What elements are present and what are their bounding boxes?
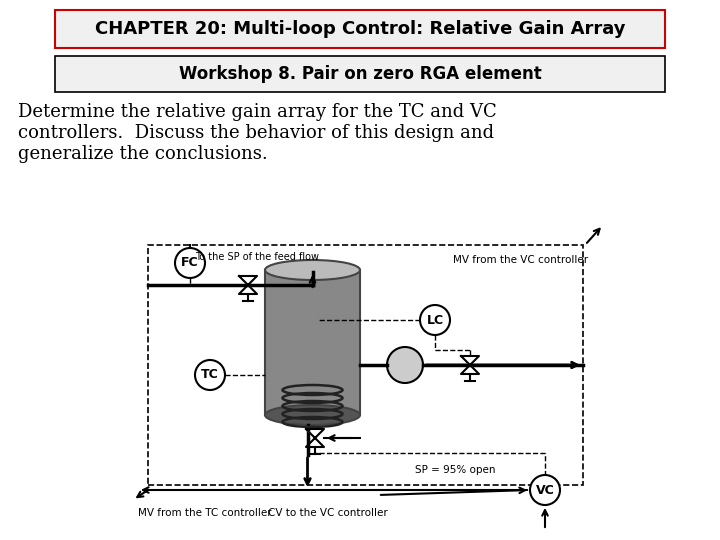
Text: Determine the relative gain array for the TC and VC
controllers.  Discuss the be: Determine the relative gain array for th…	[18, 103, 497, 163]
Bar	[148, 245, 583, 485]
Text: SP = 95% open: SP = 95% open	[415, 465, 495, 475]
Text: MV from the VC controller: MV from the VC controller	[453, 255, 588, 265]
Text: CHAPTER 20: Multi-loop Control: Relative Gain Array: CHAPTER 20: Multi-loop Control: Relative…	[95, 20, 625, 38]
Text: TC: TC	[201, 368, 219, 381]
Circle shape	[175, 248, 205, 278]
Circle shape	[387, 347, 423, 383]
Bar	[55, 56, 665, 92]
Text: VC: VC	[536, 483, 554, 496]
Polygon shape	[239, 276, 257, 294]
Polygon shape	[306, 429, 324, 447]
Ellipse shape	[265, 405, 360, 425]
Bar	[265, 270, 360, 415]
Bar	[55, 10, 665, 48]
Text: LC: LC	[426, 314, 444, 327]
Text: Workshop 8. Pair on zero RGA element: Workshop 8. Pair on zero RGA element	[179, 65, 541, 83]
Text: CV to the VC controller: CV to the VC controller	[268, 508, 388, 518]
Circle shape	[420, 305, 450, 335]
Text: MV from the TC controller: MV from the TC controller	[138, 508, 271, 518]
Circle shape	[195, 360, 225, 390]
Polygon shape	[461, 356, 479, 374]
Text: To the SP of the feed flow: To the SP of the feed flow	[195, 252, 319, 262]
Text: FC: FC	[181, 256, 199, 269]
Circle shape	[530, 475, 560, 505]
Ellipse shape	[265, 260, 360, 280]
